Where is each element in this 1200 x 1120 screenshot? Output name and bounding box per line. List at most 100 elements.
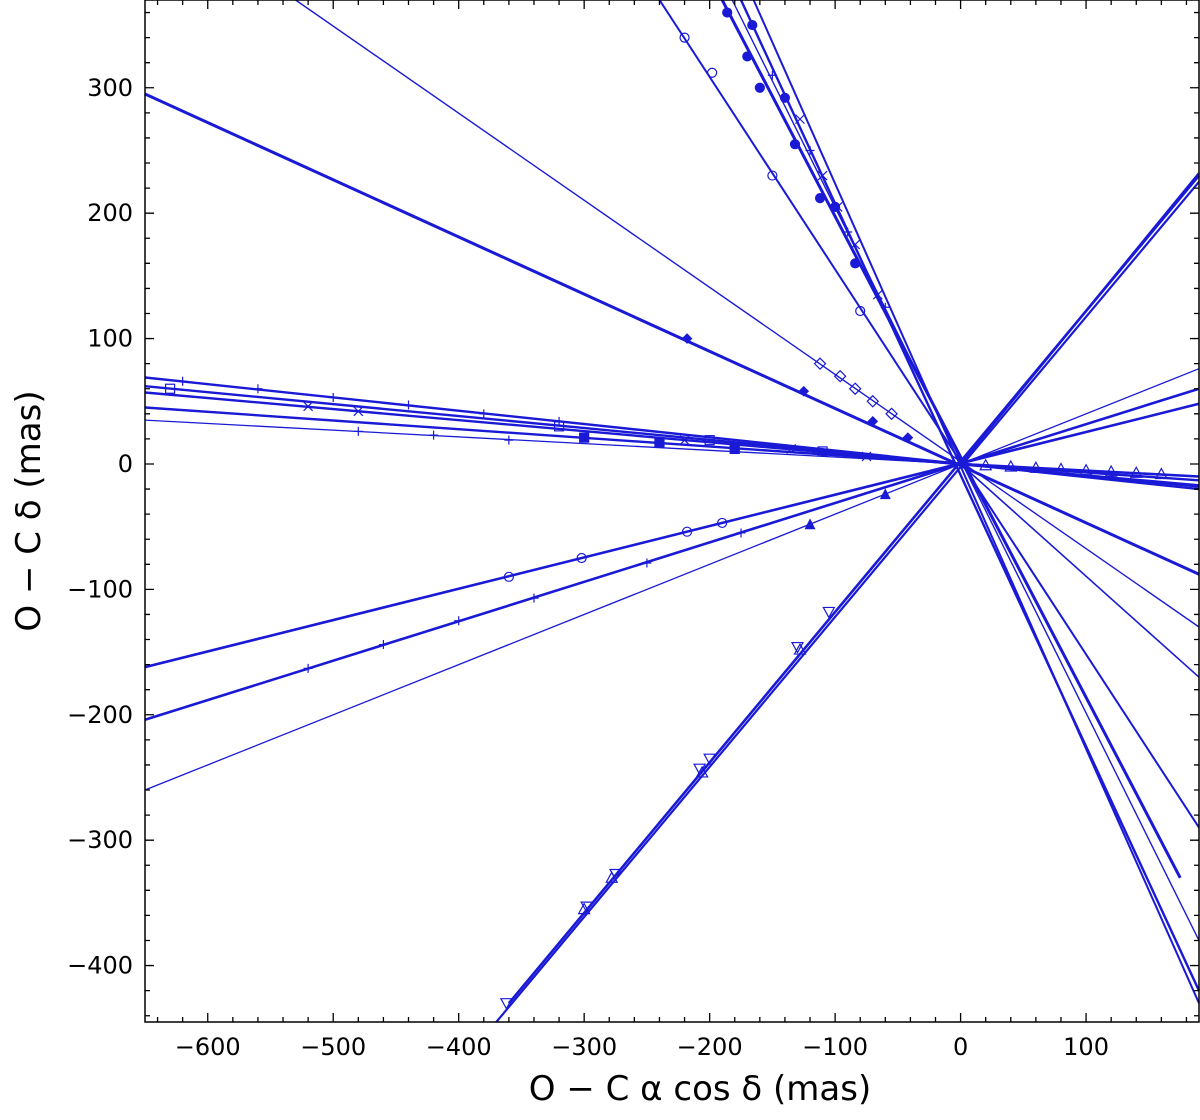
data-point [353,426,363,436]
data-point [813,357,827,371]
series-line [960,462,1200,478]
data-point [703,753,717,766]
series-line [959,172,1200,465]
data-point [867,415,879,427]
data-point [754,82,765,93]
series-line [145,92,1200,576]
series-16 [731,0,1200,941]
data-point [704,435,715,446]
x-tick-label: 100 [1063,1033,1109,1061]
data-point [499,998,513,1010]
data-point [1004,459,1018,472]
y-tick-label: 100 [87,325,133,353]
data-point [605,871,619,883]
data-point [378,640,388,650]
series-14 [720,0,1182,879]
data-point [178,376,188,386]
data-point [654,437,665,448]
data-point [855,305,866,317]
data-point [681,526,693,537]
x-tick-label: −200 [677,1033,743,1061]
series-13 [658,0,1200,829]
data-point [767,170,778,181]
data-point [848,382,862,396]
series-line [960,463,1200,678]
series-line [739,0,1200,992]
data-point [577,902,591,915]
data-point [850,258,861,269]
data-point [328,393,338,403]
tick-labels: −600 −500 −400 −300 −200 −100 0 100 −400 −300 −200… [67,74,1109,1061]
data-point [798,385,810,397]
series-20 [960,458,1200,480]
series-18 [959,172,1200,465]
data-point [866,394,880,408]
series-line [495,181,1200,1022]
data-point [479,409,489,419]
x-tick-label: −400 [426,1033,492,1061]
data-point [503,571,514,582]
data-point [580,901,594,914]
series-line [145,368,1200,791]
data-point [253,384,263,394]
series-12 [295,0,1200,628]
data-series [145,0,1200,1022]
data-point [830,201,841,213]
data-point [429,430,439,440]
data-point [814,193,826,204]
series-1 [145,92,1200,576]
series-19 [960,463,1200,678]
data-point [679,435,690,446]
x-tick-label: −100 [802,1033,868,1061]
data-point [454,616,464,626]
data-point [885,407,898,421]
series-line [145,402,1200,669]
series-17 [739,0,1200,992]
data-point [353,406,364,417]
data-point [579,432,590,443]
y-tick-label: 200 [87,199,133,227]
data-point [793,642,807,655]
data-point [681,333,693,344]
data-point [529,593,539,603]
data-point [404,400,413,410]
y-tick-label: 300 [87,74,133,102]
data-point [1129,466,1143,478]
data-point [979,458,993,471]
y-tick-label: −100 [67,575,133,603]
x-tick-label: 0 [953,1033,968,1061]
series-3 [145,387,1200,722]
data-point [553,421,565,432]
x-tick-label: −300 [551,1033,617,1061]
data-point [747,19,758,31]
data-point [1054,462,1068,475]
series-line [731,0,1200,941]
series-line [295,0,1200,628]
data-point [1154,467,1168,480]
data-point [779,92,791,103]
data-point [804,518,816,530]
data-point [1029,460,1043,473]
data-point [693,763,707,776]
series-line [720,0,1182,879]
data-point [1104,464,1118,477]
tick-marks [145,0,1199,1022]
data-point [822,606,836,619]
data-point [742,51,753,62]
data-point [679,32,690,43]
data-point [642,558,652,568]
data-point [833,369,847,383]
y-tick-label: −400 [67,952,133,980]
plot-frame [144,0,1200,1023]
series-4 [145,368,1200,791]
x-tick-label: −500 [300,1033,366,1061]
series-11 [495,181,1200,1022]
data-point [717,517,728,529]
data-point [303,401,314,412]
y-axis-title: O − C δ (mas) [9,390,49,631]
series-line [145,391,1200,487]
data-point [729,443,740,455]
data-point [504,435,514,445]
data-point [790,641,804,654]
